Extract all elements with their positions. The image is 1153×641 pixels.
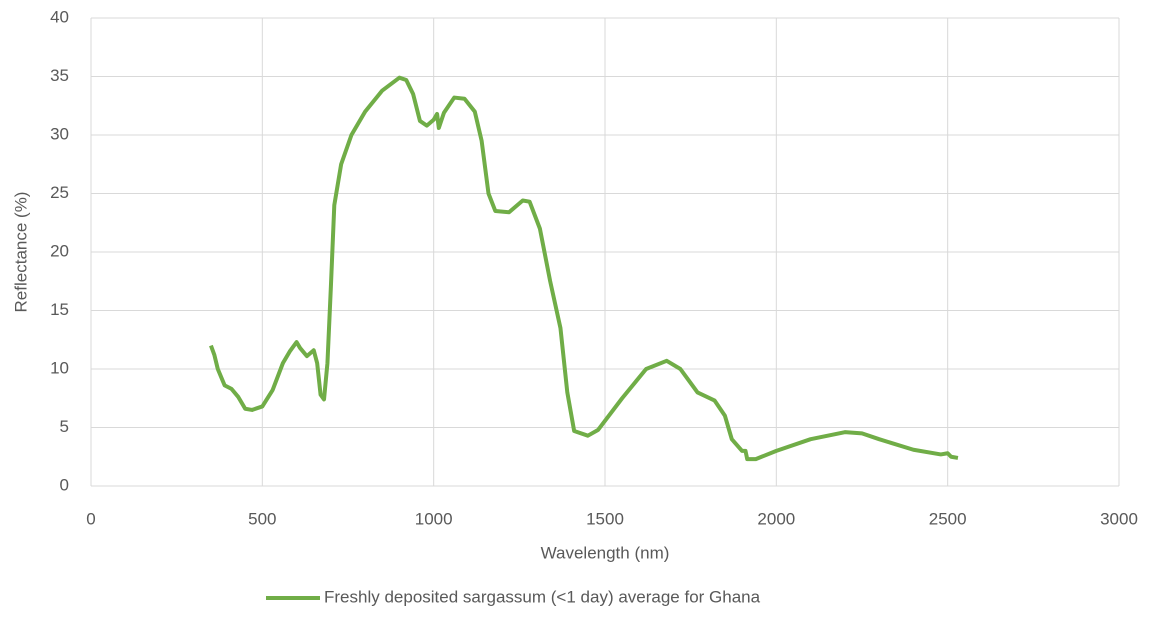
y-tick-label: 25 — [50, 183, 69, 202]
y-tick-label: 35 — [50, 66, 69, 85]
x-tick-label: 0 — [86, 509, 95, 528]
x-tick-label: 3000 — [1100, 509, 1138, 528]
x-axis-label: Wavelength (nm) — [541, 543, 670, 562]
x-tick-label: 1000 — [415, 509, 453, 528]
y-tick-label: 10 — [50, 358, 69, 377]
data-line — [209, 75, 959, 462]
x-tick-label: 2000 — [757, 509, 795, 528]
y-tick-label: 5 — [60, 417, 69, 436]
y-tick-label: 15 — [50, 300, 69, 319]
x-tick-label: 2500 — [929, 509, 967, 528]
x-tick-label: 500 — [248, 509, 276, 528]
y-axis-label: Reflectance (%) — [11, 192, 30, 313]
y-tick-label: 40 — [50, 7, 69, 26]
x-tick-label: 1500 — [586, 509, 624, 528]
y-tick-label: 30 — [50, 124, 69, 143]
legend-label: Freshly deposited sargassum (<1 day) ave… — [324, 587, 761, 606]
y-tick-label: 20 — [50, 241, 69, 260]
y-tick-label: 0 — [60, 475, 69, 494]
